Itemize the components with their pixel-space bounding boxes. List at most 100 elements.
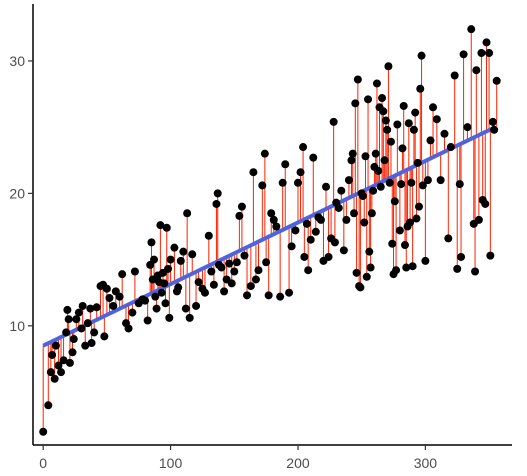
data-point [408, 262, 417, 271]
data-point [474, 215, 483, 224]
data-point [185, 313, 194, 322]
data-point [78, 301, 87, 310]
data-point [356, 283, 365, 292]
data-point [188, 250, 197, 259]
data-point [342, 215, 351, 224]
data-point [304, 266, 313, 275]
data-point [490, 125, 499, 134]
data-point [209, 280, 218, 289]
data-point [162, 223, 171, 232]
data-point [207, 267, 216, 276]
data-point [397, 180, 406, 189]
data-point [260, 149, 269, 158]
data-point [348, 149, 357, 158]
data-point [365, 247, 374, 256]
data-point [105, 294, 114, 302]
data-point [227, 279, 236, 288]
data-point [418, 181, 427, 190]
data-point [426, 136, 435, 145]
data-point [324, 252, 333, 261]
data-point [381, 116, 390, 125]
data-point [440, 129, 449, 138]
data-point [371, 149, 380, 158]
data-point [302, 219, 311, 228]
data-point [459, 50, 468, 59]
data-point [407, 178, 416, 187]
data-point [258, 181, 267, 190]
data-point [141, 296, 150, 305]
x-tick-label: 100 [159, 455, 183, 471]
data-point [485, 49, 494, 57]
data-point [156, 221, 165, 230]
data-point [204, 231, 213, 240]
data-point [383, 125, 392, 134]
data-point [337, 186, 346, 195]
data-point [362, 272, 371, 281]
data-point [299, 143, 308, 152]
residual-lines [42, 29, 498, 432]
data-point [150, 255, 159, 264]
data-point [212, 199, 221, 208]
data-point [77, 324, 86, 333]
data-point [200, 288, 209, 297]
data-point [100, 332, 109, 341]
data-point [366, 263, 375, 272]
x-axis-ticks: 0 100 200 300 [39, 445, 437, 471]
data-point [225, 259, 234, 268]
data-point [151, 292, 160, 301]
data-point [65, 358, 74, 367]
data-point [409, 125, 418, 134]
data-point [213, 189, 222, 198]
data-point [86, 304, 95, 313]
data-point [411, 108, 420, 117]
data-point [249, 168, 258, 177]
data-point [413, 158, 422, 167]
data-point [322, 182, 331, 191]
data-point [350, 209, 359, 218]
data-point [360, 218, 369, 227]
data-point [309, 153, 318, 162]
data-point [62, 328, 71, 337]
data-point [232, 258, 241, 267]
data-point [306, 235, 315, 244]
data-point [264, 291, 273, 300]
data-point [467, 25, 476, 34]
data-point [380, 156, 389, 165]
data-point [192, 301, 201, 310]
data-point [278, 178, 287, 187]
data-point [59, 356, 68, 365]
data-point [406, 218, 415, 227]
data-point [87, 339, 96, 348]
data-point [281, 160, 290, 169]
data-point [374, 166, 383, 175]
data-point [384, 62, 393, 71]
data-point [392, 266, 401, 275]
data-point [267, 209, 276, 218]
data-point [181, 304, 190, 313]
data-point [352, 268, 361, 277]
data-point [316, 215, 325, 224]
data-point [453, 264, 462, 273]
data-point [92, 303, 101, 312]
y-tick-label: 30 [9, 53, 25, 69]
data-points [39, 25, 501, 436]
data-point [39, 427, 48, 436]
data-point [44, 401, 53, 410]
data-point [46, 368, 55, 377]
data-point [378, 94, 387, 103]
data-point [143, 316, 152, 325]
data-point [269, 215, 278, 224]
data-point [230, 267, 239, 276]
data-point [296, 168, 305, 177]
data-point [74, 308, 83, 317]
data-point [102, 284, 111, 293]
y-tick-label: 10 [9, 318, 25, 334]
data-point [83, 319, 92, 328]
data-point [347, 156, 356, 165]
data-point [170, 243, 179, 252]
data-point [415, 202, 424, 211]
data-point [220, 287, 229, 296]
data-point [276, 292, 285, 301]
data-point [262, 258, 271, 267]
data-point [63, 305, 72, 314]
